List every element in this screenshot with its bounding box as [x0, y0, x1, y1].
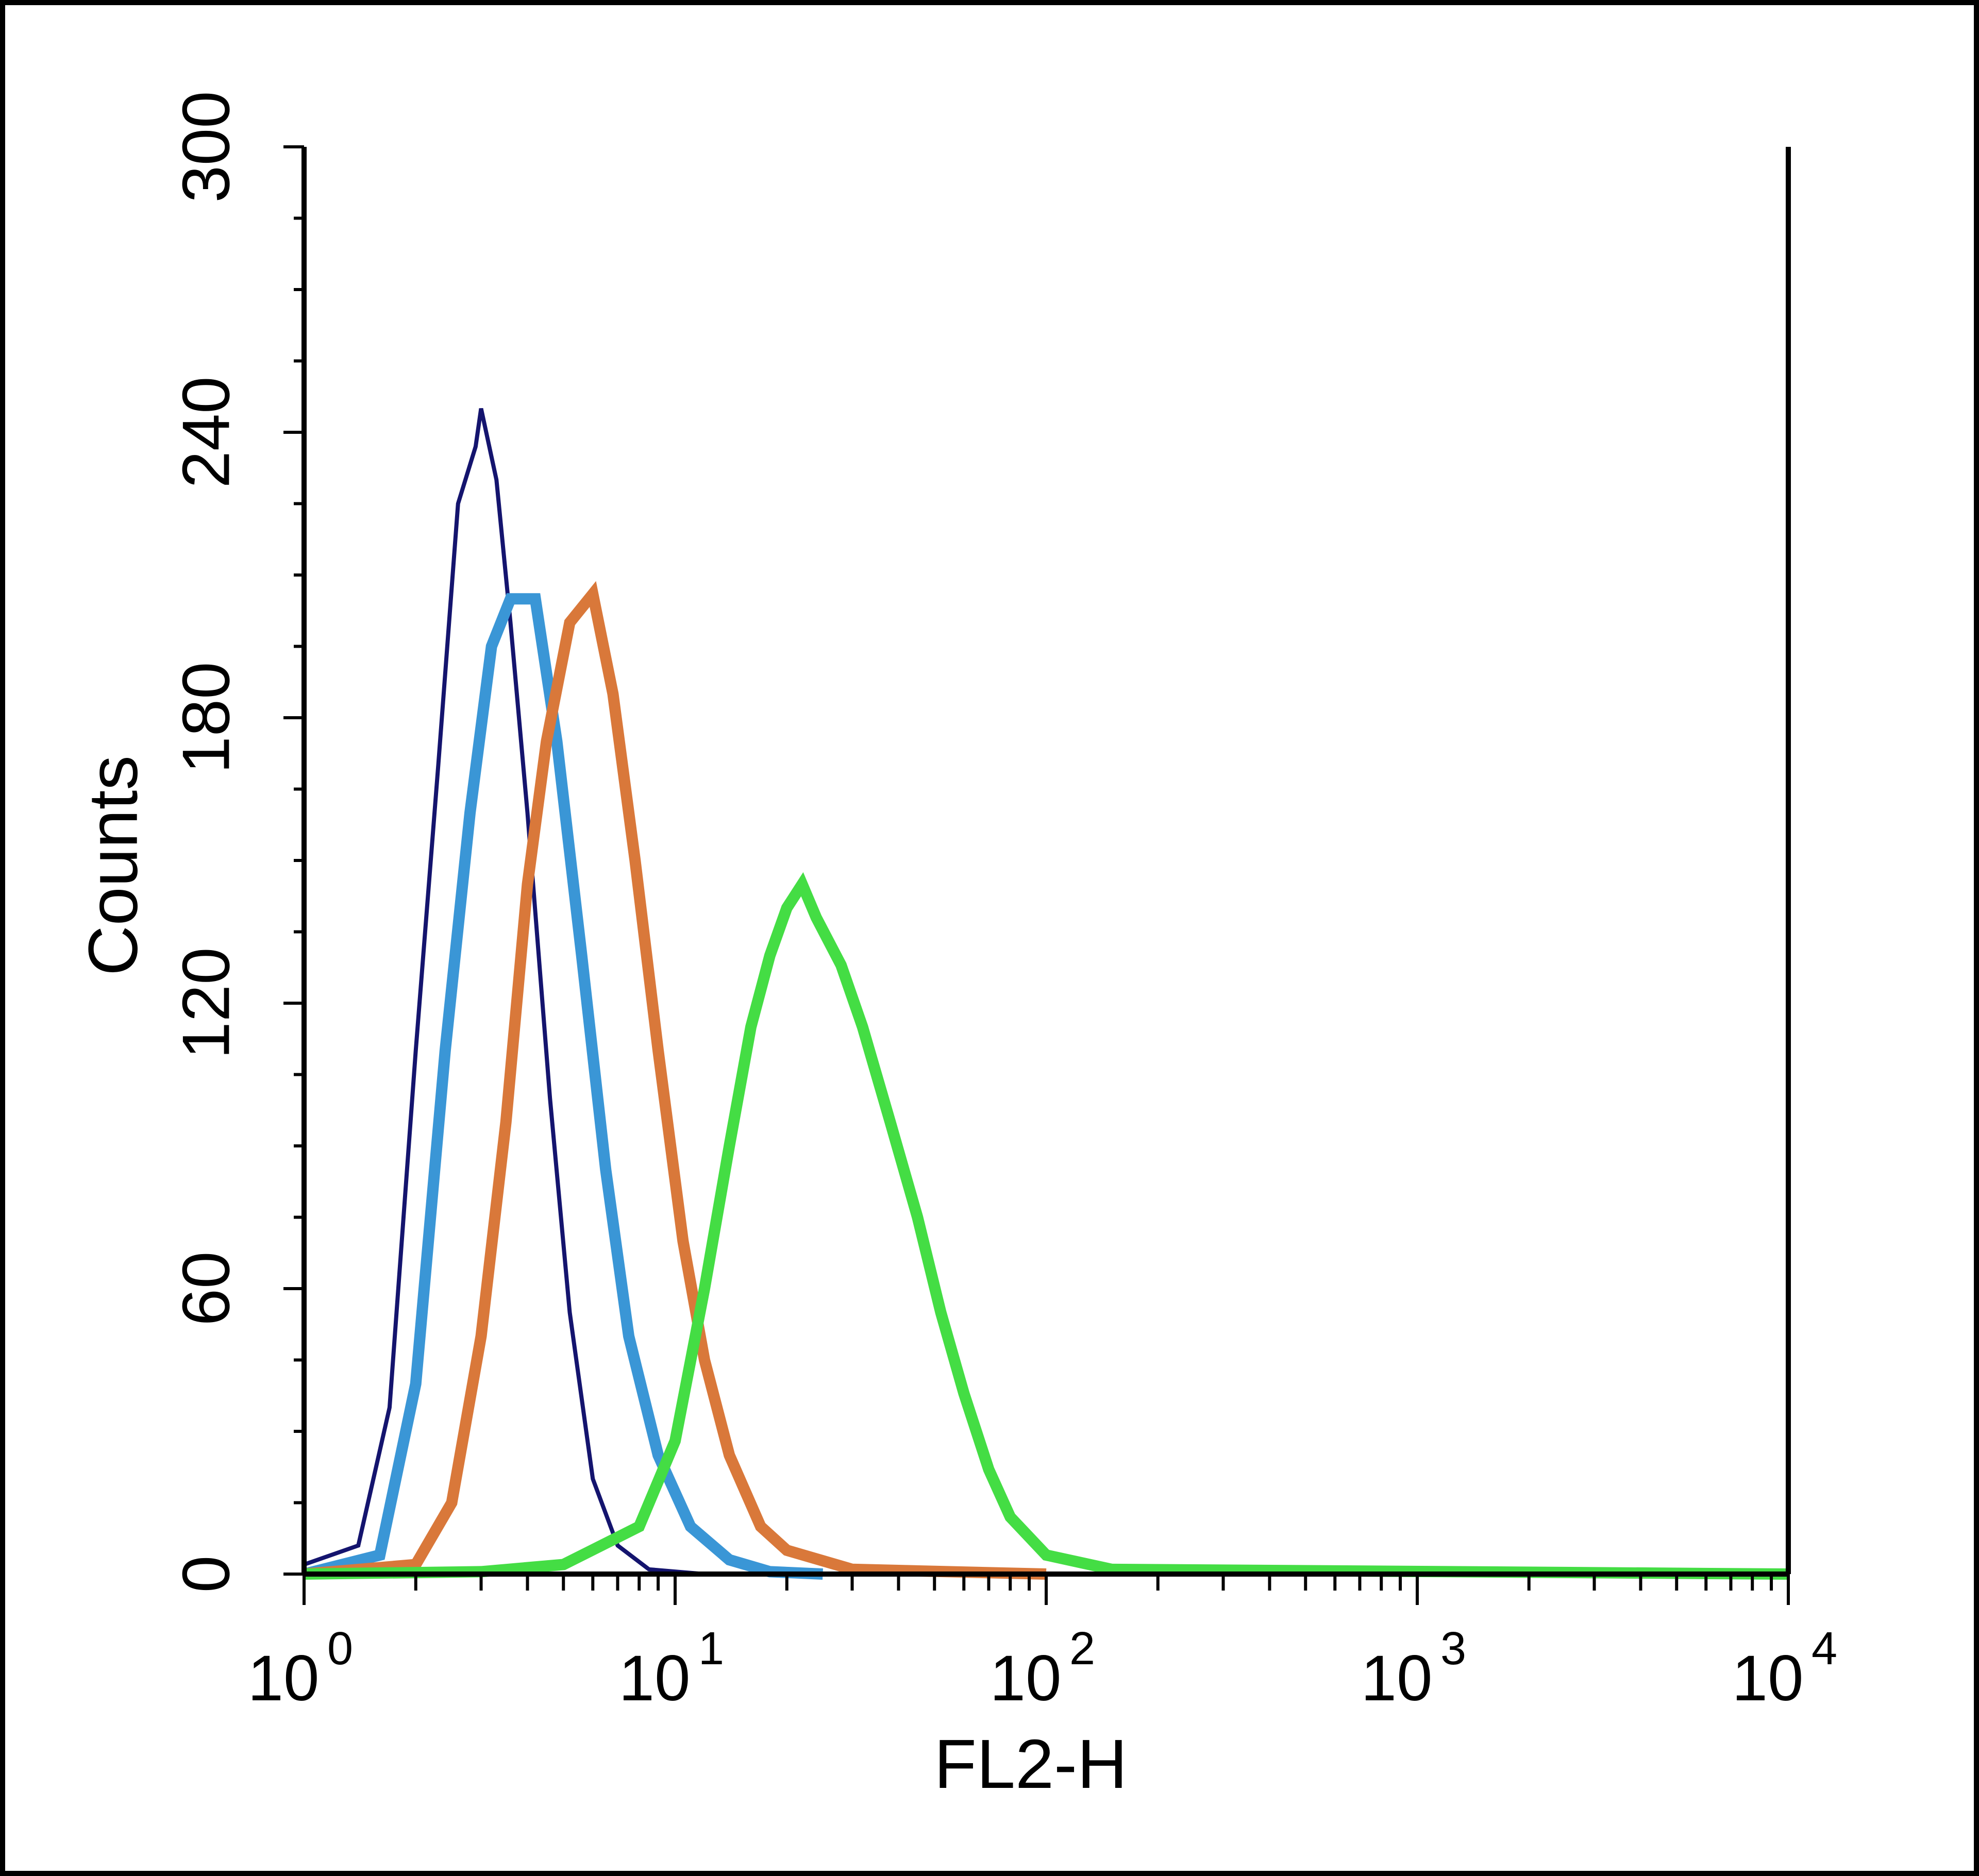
x-tick-exponent: 1 [698, 1623, 724, 1675]
series-line-3 [304, 581, 1047, 1580]
y-tick-label: 180 [168, 662, 243, 774]
x-axis-ticks: 10 0 10 1 10 2 10 3 10 4 [247, 1574, 1837, 1714]
x-tick-label: 10 [1732, 1643, 1803, 1714]
series-line-4 [304, 872, 1789, 1580]
x-tick-exponent: 4 [1812, 1623, 1837, 1675]
y-tick-label: 300 [168, 91, 243, 203]
y-axis-ticks: 0 60 120 180 240 300 [168, 91, 304, 1593]
x-tick-label: 10 [990, 1643, 1061, 1714]
series-line-2 [303, 593, 823, 1580]
x-tick-exponent: 0 [327, 1623, 353, 1675]
x-tick-label: 10 [618, 1643, 690, 1714]
y-axis-title: Counts [74, 755, 152, 976]
x-tick-exponent: 3 [1440, 1623, 1466, 1675]
y-tick-label: 240 [168, 377, 243, 488]
x-tick-label: 10 [1361, 1643, 1432, 1714]
x-axis-title: FL2-H [934, 1725, 1127, 1803]
x-tick-label: 10 [247, 1643, 319, 1714]
y-tick-label: 60 [168, 1252, 243, 1326]
y-tick-label: 120 [168, 948, 243, 1059]
x-tick-exponent: 2 [1069, 1623, 1095, 1675]
series-line-1 [303, 408, 787, 1576]
series-layer [303, 408, 1789, 1580]
y-tick-label: 0 [168, 1556, 243, 1593]
